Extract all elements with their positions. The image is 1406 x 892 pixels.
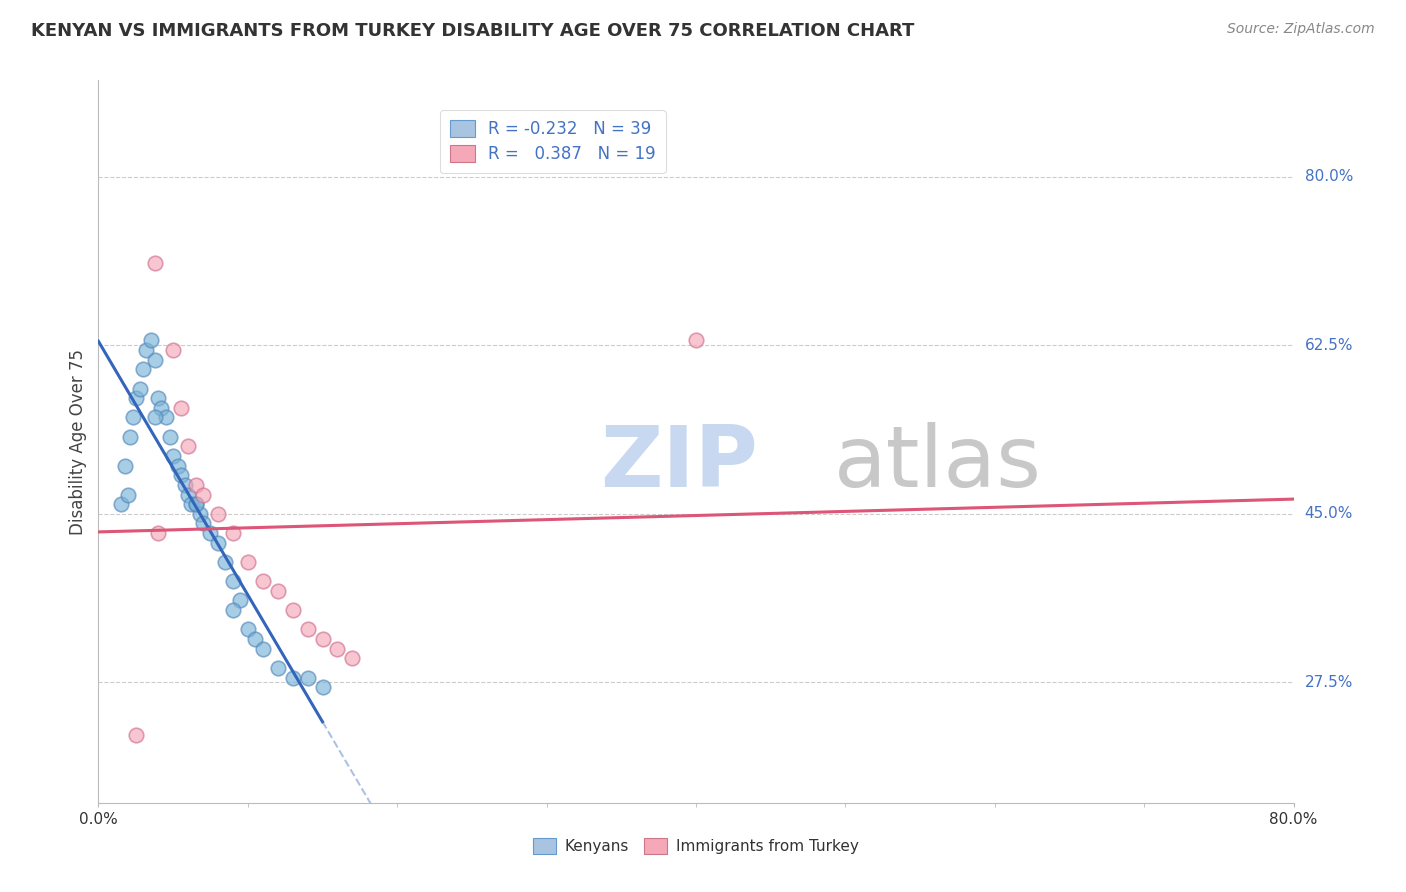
Text: 62.5%: 62.5% [1305, 338, 1353, 352]
Point [132, 362, 155, 376]
Point [245, 632, 267, 646]
Text: 80.0%: 80.0% [1305, 169, 1353, 184]
Point [267, 661, 290, 675]
Point [281, 603, 304, 617]
Legend: Kenyans, Immigrants from Turkey: Kenyans, Immigrants from Turkey [526, 832, 866, 860]
Point [174, 478, 197, 492]
Point [342, 651, 364, 665]
Point [222, 603, 245, 617]
Point [125, 728, 148, 742]
Point [166, 458, 188, 473]
Point [148, 391, 170, 405]
Point [184, 478, 207, 492]
Point [281, 671, 304, 685]
Point [685, 334, 707, 348]
Point [143, 352, 166, 367]
Point [311, 680, 333, 694]
Point [252, 574, 274, 589]
Point [177, 487, 200, 501]
Point [207, 535, 229, 549]
Point [110, 497, 132, 511]
Point [326, 641, 349, 656]
Point [162, 449, 184, 463]
Point [150, 401, 173, 415]
Point [143, 410, 166, 425]
Point [311, 632, 333, 646]
Point [121, 410, 143, 425]
Point [191, 516, 214, 531]
Y-axis label: Disability Age Over 75: Disability Age Over 75 [69, 349, 87, 534]
Point [155, 410, 177, 425]
Point [169, 401, 191, 415]
Point [191, 487, 214, 501]
Point [125, 391, 148, 405]
Point [139, 334, 162, 348]
Text: 27.5%: 27.5% [1305, 675, 1353, 690]
Point [169, 468, 191, 483]
Point [222, 574, 245, 589]
Text: KENYAN VS IMMIGRANTS FROM TURKEY DISABILITY AGE OVER 75 CORRELATION CHART: KENYAN VS IMMIGRANTS FROM TURKEY DISABIL… [31, 22, 914, 40]
Point [267, 583, 290, 598]
Point [159, 430, 181, 444]
Point [207, 507, 229, 521]
Point [184, 497, 207, 511]
Point [229, 593, 252, 607]
Point [162, 343, 184, 357]
Point [200, 526, 222, 541]
Point [236, 555, 259, 569]
Point [184, 497, 207, 511]
Text: 45.0%: 45.0% [1305, 507, 1353, 521]
Point [222, 526, 245, 541]
Point [252, 641, 274, 656]
Point [188, 507, 211, 521]
Point [236, 623, 259, 637]
Point [297, 671, 319, 685]
Point [143, 256, 166, 270]
Text: ZIP: ZIP [600, 422, 758, 505]
Point [135, 343, 157, 357]
Point [177, 439, 200, 453]
Point [180, 497, 202, 511]
Point [114, 458, 136, 473]
Text: Source: ZipAtlas.com: Source: ZipAtlas.com [1227, 22, 1375, 37]
Point [117, 487, 139, 501]
Point [118, 430, 141, 444]
Point [297, 623, 319, 637]
Text: atlas: atlas [834, 422, 1042, 505]
Point [148, 526, 170, 541]
Point [129, 382, 152, 396]
Point [214, 555, 236, 569]
